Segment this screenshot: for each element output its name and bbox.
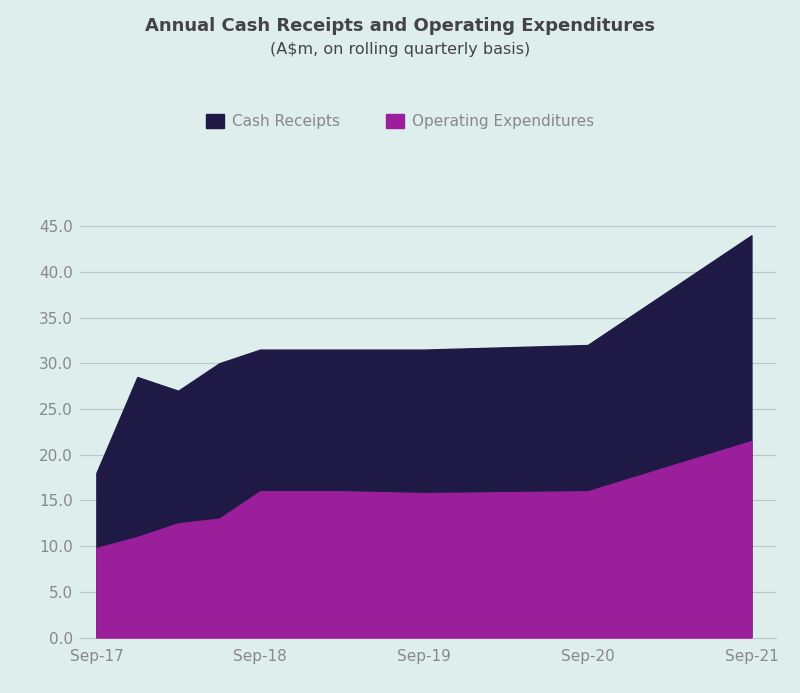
Text: Annual Cash Receipts and Operating Expenditures: Annual Cash Receipts and Operating Expen… bbox=[145, 17, 655, 35]
Text: (A$m, on rolling quarterly basis): (A$m, on rolling quarterly basis) bbox=[270, 42, 530, 57]
Legend: Cash Receipts, Operating Expenditures: Cash Receipts, Operating Expenditures bbox=[200, 108, 600, 135]
